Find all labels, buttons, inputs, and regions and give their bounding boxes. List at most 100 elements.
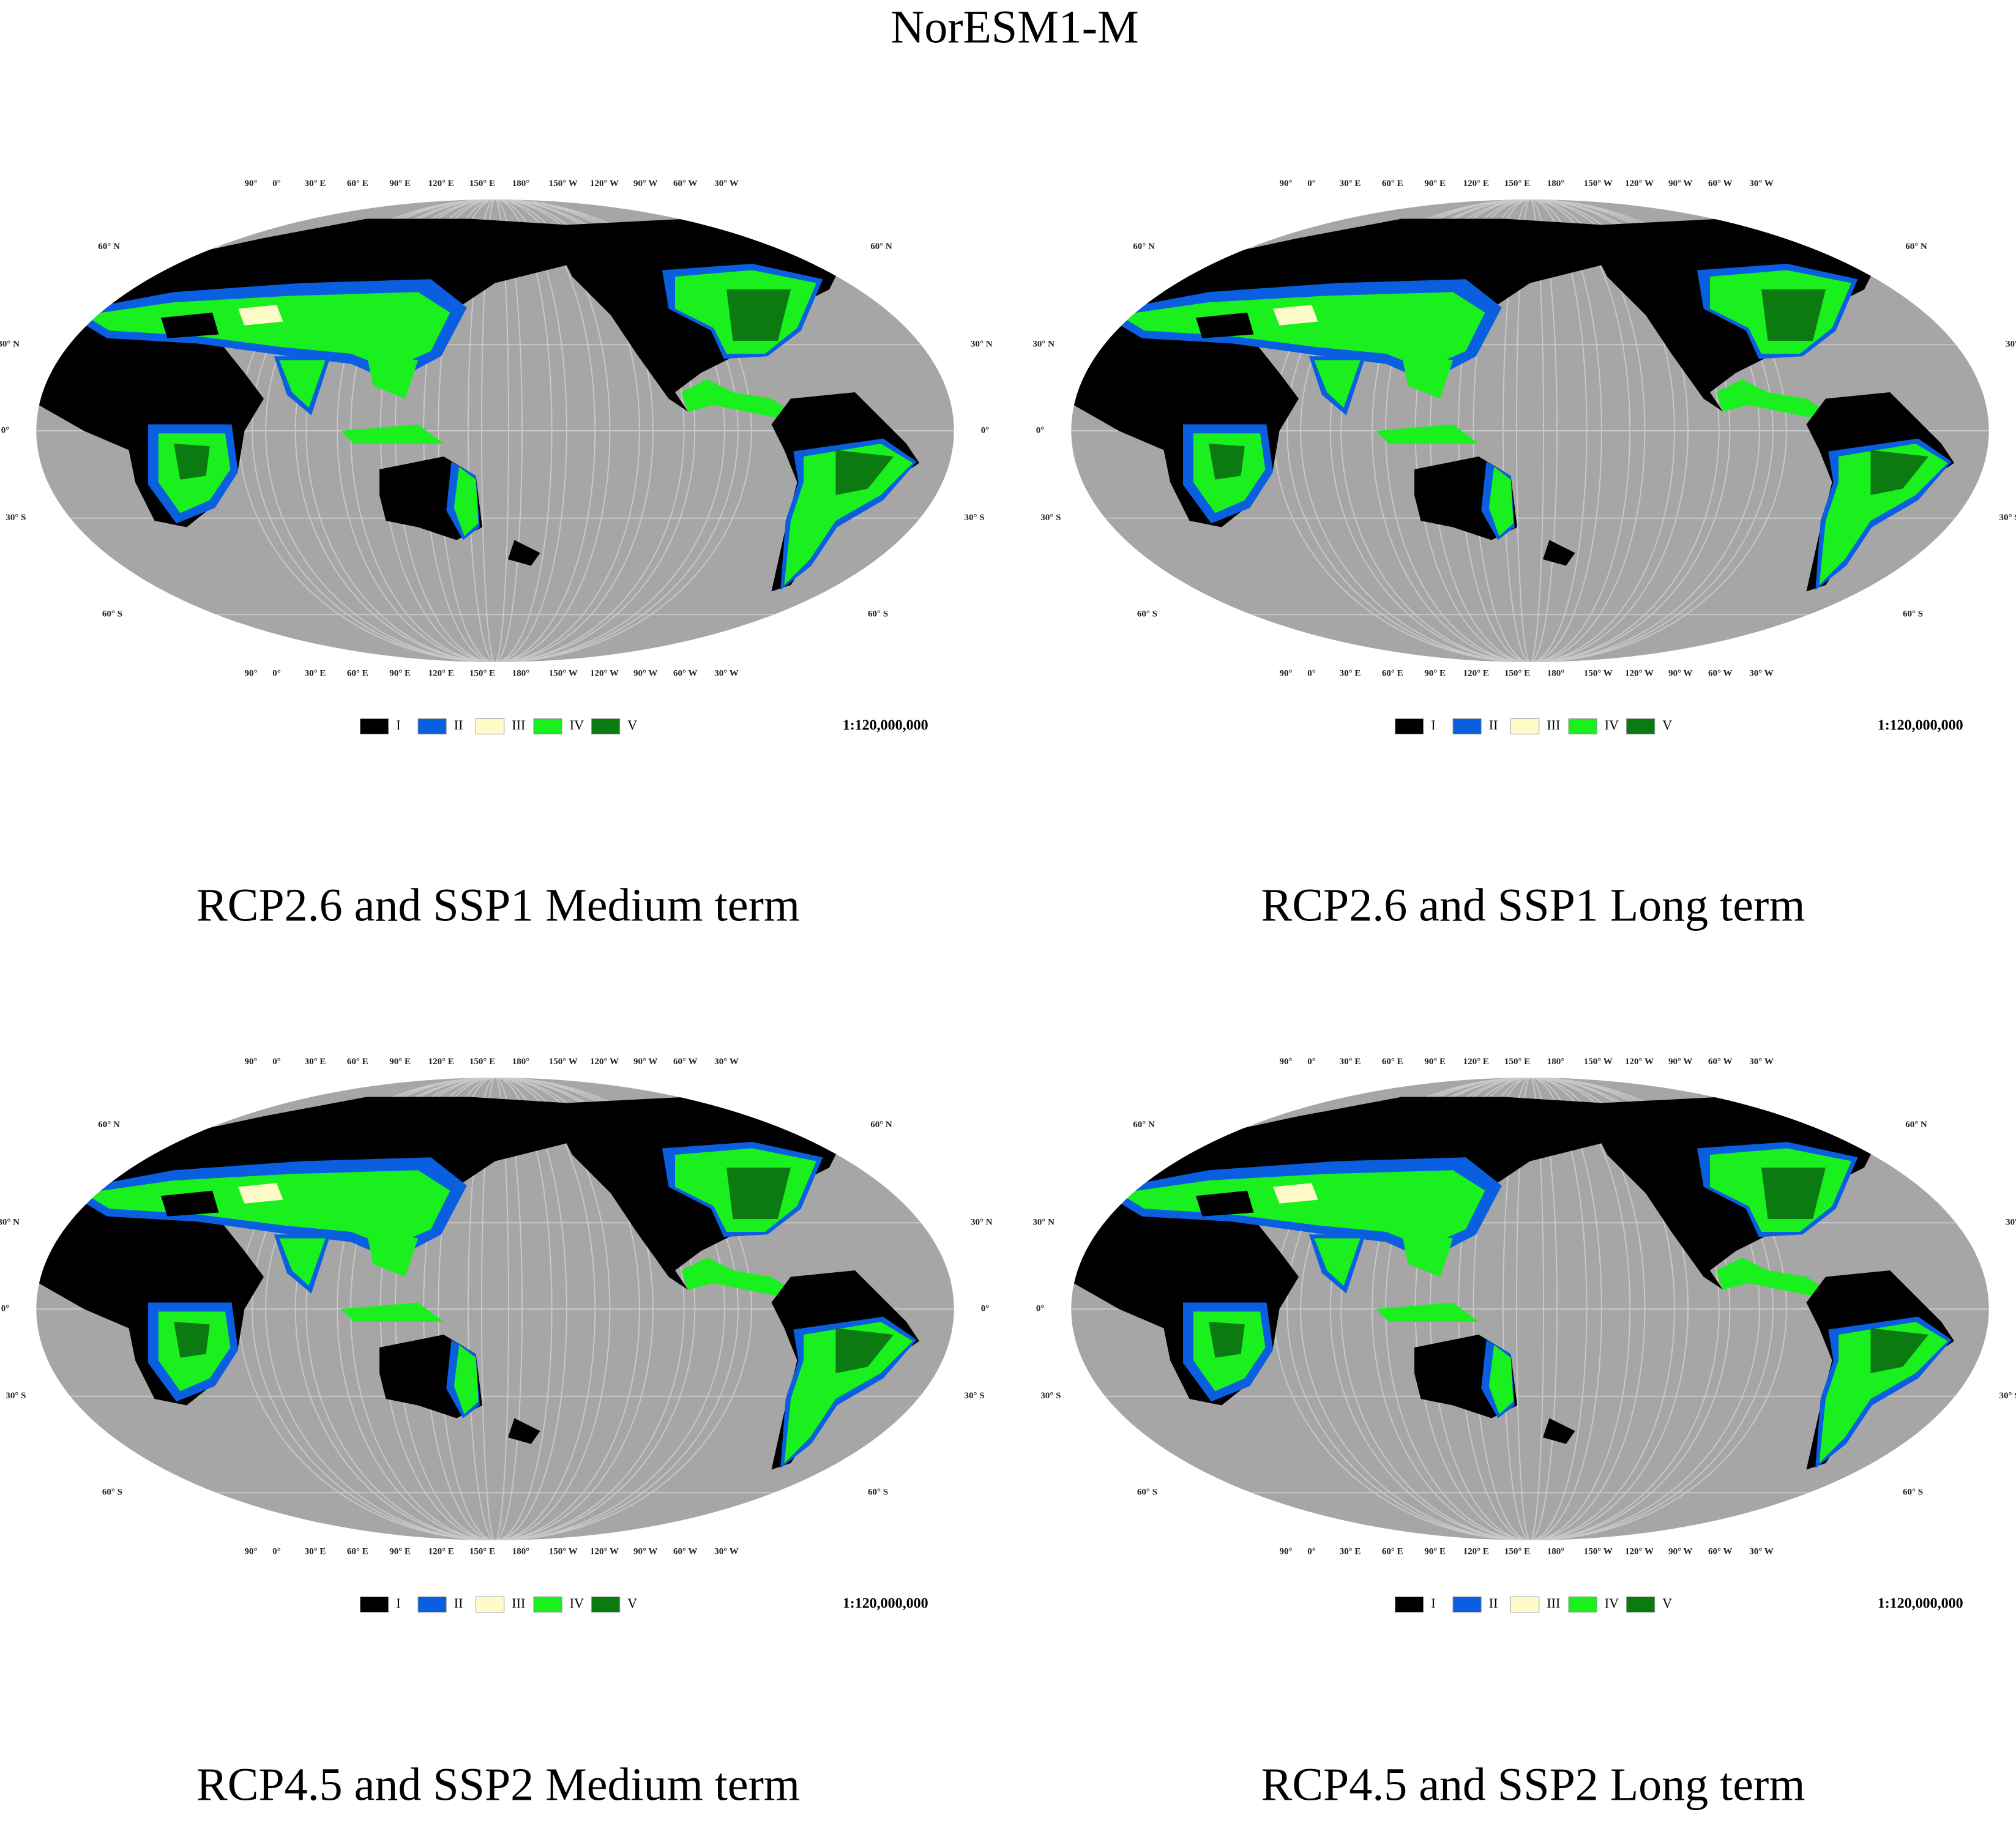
map-panel: 90°90°0°0°30° E30° E60° E60° E90° E90° E…: [0, 179, 993, 931]
longitude-label: 90° W: [633, 1057, 657, 1067]
map-panel: 90°90°0°0°30° E30° E60° E60° E90° E90° E…: [0, 1057, 993, 1810]
map-scale: 1:120,000,000: [1878, 718, 1963, 734]
longitude-label: 180°: [1547, 179, 1565, 188]
latitude-label: 0°: [1036, 1303, 1045, 1313]
longitude-label: 30° E: [305, 179, 326, 188]
longitude-label: 90° W: [1668, 1057, 1692, 1067]
legend-swatch: [476, 1597, 504, 1612]
longitude-label: 60° E: [347, 1546, 368, 1556]
latitude-label: 30° N: [0, 340, 20, 349]
longitude-label: 90° E: [389, 1546, 411, 1556]
longitude-label: 30° E: [1340, 1057, 1361, 1067]
latitude-label: 60° N: [1905, 1120, 1927, 1130]
legend-swatch: [1453, 1597, 1481, 1612]
map-panel: 90°90°0°0°30° E30° E60° E60° E90° E90° E…: [1032, 1057, 2016, 1810]
latitude-label: 60° N: [98, 242, 120, 252]
longitude-label: 30° W: [1749, 179, 1773, 188]
legend-swatch: [1511, 718, 1539, 734]
legend-swatch: [1395, 718, 1424, 734]
longitude-label: 90°: [1280, 179, 1293, 188]
longitude-label: 0°: [1307, 668, 1316, 678]
longitude-label: 60° E: [347, 668, 368, 678]
longitude-label: 0°: [272, 179, 281, 188]
latitude-label: 0°: [1, 425, 10, 435]
longitude-label: 90°: [1280, 1057, 1293, 1067]
longitude-label: 60° E: [1382, 179, 1403, 188]
longitude-label: 90° E: [1424, 668, 1446, 678]
legend-swatch: [1569, 1597, 1597, 1612]
longitude-label: 120° E: [1463, 1546, 1489, 1556]
legend-swatch: [418, 1597, 446, 1612]
longitude-label: 30° W: [714, 668, 738, 678]
longitude-label: 120° W: [1625, 668, 1654, 678]
longitude-label: 60° W: [673, 179, 697, 188]
longitude-label: 60° E: [1382, 1546, 1403, 1556]
panel-caption: RCP4.5 and SSP2 Medium term: [196, 1759, 800, 1810]
longitude-label: 30° E: [1340, 668, 1361, 678]
longitude-label: 120° E: [428, 668, 454, 678]
longitude-label: 60° E: [347, 179, 368, 188]
latitude-label: 0°: [1036, 425, 1045, 435]
legend-swatch: [534, 718, 562, 734]
legend-swatch: [1511, 1597, 1539, 1612]
latitude-label: 60° S: [1137, 609, 1157, 619]
longitude-label: 120° W: [590, 1057, 619, 1067]
latitude-label: 60° N: [870, 242, 892, 252]
map-scale: 1:120,000,000: [843, 1596, 928, 1612]
figure-title: NorESM1-M: [890, 1, 1138, 53]
longitude-label: 120° W: [590, 179, 619, 188]
legend-label: III: [512, 1595, 525, 1611]
legend-label: I: [1431, 717, 1435, 732]
latitude-label: 30° N: [0, 1218, 20, 1228]
longitude-label: 90° W: [1668, 179, 1692, 188]
longitude-label: 150° E: [1504, 1057, 1530, 1067]
latitude-label: 0°: [981, 1303, 990, 1313]
latitude-label: 30° S: [1040, 1391, 1061, 1401]
longitude-label: 120° E: [428, 1546, 454, 1556]
longitude-label: 120° E: [1463, 179, 1489, 188]
longitude-label: 120° W: [590, 668, 619, 678]
longitude-label: 150° W: [549, 1546, 578, 1556]
longitude-label: 0°: [1307, 179, 1316, 188]
longitude-label: 60° W: [1708, 668, 1732, 678]
longitude-label: 120° E: [428, 179, 454, 188]
longitude-label: 90°: [245, 179, 258, 188]
legend-label: IV: [570, 717, 584, 732]
longitude-label: 30° E: [1340, 179, 1361, 188]
longitude-label: 150° W: [1584, 179, 1613, 188]
longitude-label: 90° W: [633, 1546, 657, 1556]
longitude-label: 30° E: [305, 668, 326, 678]
legend-label: IV: [1605, 717, 1619, 732]
latitude-label: 30° S: [6, 1391, 26, 1401]
legend-swatch: [360, 1597, 389, 1612]
latitude-label: 60° N: [98, 1120, 120, 1130]
latitude-label: 30° N: [2006, 340, 2016, 349]
longitude-label: 120° W: [1625, 1057, 1654, 1067]
longitude-label: 120° E: [1463, 668, 1489, 678]
longitude-label: 90° E: [1424, 1546, 1446, 1556]
longitude-label: 90°: [245, 668, 258, 678]
longitude-label: 60° W: [1708, 1546, 1732, 1556]
legend-label: II: [454, 717, 463, 732]
longitude-label: 150° E: [1504, 179, 1530, 188]
legend-label: I: [1431, 1595, 1435, 1611]
longitude-label: 0°: [272, 668, 281, 678]
longitude-label: 150° W: [549, 179, 578, 188]
latitude-label: 30° N: [971, 340, 993, 349]
latitude-label: 60° S: [102, 609, 122, 619]
legend-label: V: [627, 1595, 637, 1611]
longitude-label: 180°: [512, 668, 530, 678]
longitude-label: 30° E: [305, 1057, 326, 1067]
latitude-label: 30° S: [1999, 513, 2016, 523]
legend-swatch: [476, 718, 504, 734]
legend-label: III: [1547, 1595, 1560, 1611]
legend-label: IV: [570, 1595, 584, 1611]
latitude-label: 60° N: [1133, 1120, 1155, 1130]
latitude-label: 60° N: [870, 1120, 892, 1130]
longitude-label: 90°: [245, 1546, 258, 1556]
longitude-label: 150° W: [1584, 668, 1613, 678]
longitude-label: 60° E: [347, 1057, 368, 1067]
latitude-label: 30° S: [965, 1391, 985, 1401]
longitude-label: 0°: [1307, 1546, 1316, 1556]
latitude-label: 60° S: [868, 1488, 888, 1497]
